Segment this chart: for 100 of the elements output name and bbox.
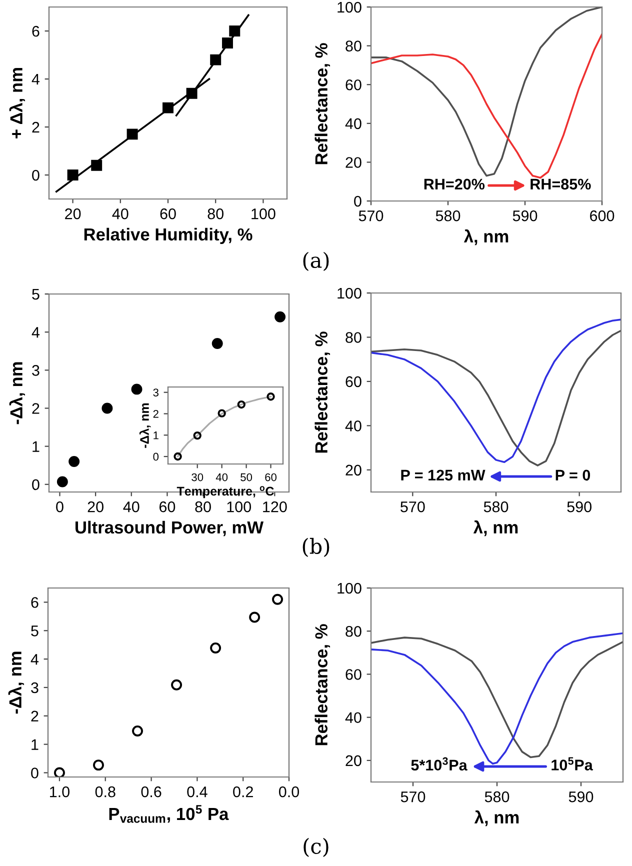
y-axis-title: -Δλ, nm — [8, 652, 24, 714]
y-tick-label: 100 — [338, 2, 362, 13]
x-tick-label: 20 — [88, 501, 104, 512]
point — [249, 612, 260, 623]
annotation: P = 125 mW — [401, 470, 486, 481]
y-tick-label: 80 — [346, 40, 362, 52]
point — [272, 594, 284, 605]
point — [54, 767, 65, 777]
x-tick-label: 0.0 — [278, 786, 300, 798]
point — [174, 452, 182, 461]
x-tick-label: 600 — [590, 210, 614, 222]
point — [102, 402, 113, 414]
y-tick-label: 4 — [32, 327, 40, 338]
point — [67, 170, 78, 180]
point — [171, 679, 182, 690]
y-tick-label: 3 — [32, 365, 40, 376]
y-axis-title: -Δλ, nm — [139, 403, 151, 448]
x-axis-title: λ, nm — [473, 520, 518, 536]
point — [56, 476, 68, 488]
y-tick-label: 1 — [154, 432, 158, 440]
y-tick-label: 2 — [153, 410, 158, 418]
x-tick-label: 580 — [484, 501, 508, 512]
y-tick-label: 5 — [31, 626, 38, 636]
x-tick-label: 40 — [112, 208, 128, 220]
y-axis-title: Reflectance, % — [314, 624, 330, 746]
y-tick-label: 60 — [346, 669, 362, 680]
text: (a) — [303, 252, 329, 271]
x-tick-label: 100 — [227, 501, 251, 512]
x-tick-label: 590 — [512, 210, 538, 222]
y-tick-label: 2 — [32, 122, 40, 133]
y-tick-label: 3 — [153, 388, 158, 396]
annotation: P = 0 — [556, 470, 590, 481]
y-tick-label: 20 — [346, 755, 362, 766]
y-tick-label: 80 — [346, 626, 362, 637]
point — [237, 400, 246, 409]
x-tick-label: 570 — [400, 791, 426, 802]
x-axis-title: Ultrasound Power, mW — [76, 520, 264, 536]
x-tick-label: 0.6 — [141, 786, 162, 798]
y-tick-label: 6 — [32, 26, 40, 37]
point — [132, 725, 144, 736]
y-tick-label: 40 — [345, 118, 362, 130]
x-tick-label: 120 — [263, 501, 287, 512]
point — [212, 338, 223, 349]
y-axis-title: Reflectance, % — [314, 332, 330, 453]
point — [210, 642, 222, 654]
y-tick-label: 0 — [32, 170, 40, 181]
point — [274, 311, 286, 322]
y-tick-label: 100 — [338, 582, 362, 594]
x-axis-title: λ, nm — [474, 810, 519, 826]
x-tick-label: 50 — [240, 473, 252, 482]
x-tick-label: 1.0 — [50, 786, 70, 798]
x-tick-label: 0.4 — [187, 786, 208, 798]
x-tick-label: 100 — [252, 208, 276, 220]
x-tick-label: 80 — [208, 208, 224, 220]
x-tick-label: 0.8 — [95, 786, 116, 798]
point — [68, 456, 80, 468]
y-tick-label: 80 — [346, 332, 362, 343]
x-tick-label: 570 — [400, 501, 425, 512]
x-tick-label: 590 — [567, 501, 592, 512]
x-tick-label: 20 — [65, 208, 81, 220]
x-axis-title: P$_{vacuum}$, 10$^{5}$ Pa — [109, 805, 229, 823]
x-tick-label: 40 — [216, 473, 228, 482]
point — [93, 760, 104, 771]
line-series — [371, 33, 602, 179]
annotation: 5*10$^{3}$Pa — [411, 757, 468, 771]
y-tick-label: 4 — [30, 654, 39, 665]
point — [266, 392, 275, 401]
y-tick-label: 0 — [31, 768, 38, 778]
y-tick-label: 1 — [32, 739, 38, 750]
x-tick-label: 40 — [123, 501, 140, 512]
y-axis-title: Reflectance, % — [314, 43, 330, 164]
y-tick-label: 0 — [354, 196, 362, 207]
y-tick-label: 4 — [32, 74, 40, 85]
x-tick-label: 580 — [484, 791, 510, 802]
y-tick-label: 40 — [345, 712, 362, 724]
y-tick-label: 2 — [32, 403, 40, 414]
y-tick-label: 60 — [346, 376, 362, 388]
y-tick-label: 60 — [346, 79, 362, 90]
x-tick-label: 60 — [265, 473, 277, 482]
y-tick-label: 6 — [31, 597, 38, 608]
annotation: RH=20% — [424, 178, 485, 190]
x-axis-title: Temperature, $^{o}$C — [176, 486, 274, 498]
x-tick-label: 0 — [56, 501, 64, 512]
x-tick-label: 0.2 — [233, 786, 253, 798]
x-tick-label: 570 — [358, 210, 384, 222]
x-axis-title: Relative Humidity, % — [84, 228, 252, 244]
y-tick-label: 5 — [32, 289, 40, 300]
point — [131, 384, 142, 395]
x-axis-title: λ, nm — [464, 229, 508, 246]
x-tick-label: 60 — [160, 208, 176, 220]
x-tick-label: 580 — [436, 210, 460, 222]
y-tick-label: 20 — [346, 157, 362, 168]
annotation: RH=85% — [530, 178, 591, 190]
x-tick-label: 80 — [195, 501, 211, 512]
point — [218, 409, 226, 418]
x-tick-label: 30 — [192, 473, 204, 482]
text: (c) — [304, 838, 328, 857]
x-tick-label: 590 — [568, 791, 594, 802]
y-tick-label: 1 — [32, 441, 40, 452]
y-axis-title: + Δλ, nm — [9, 68, 26, 138]
